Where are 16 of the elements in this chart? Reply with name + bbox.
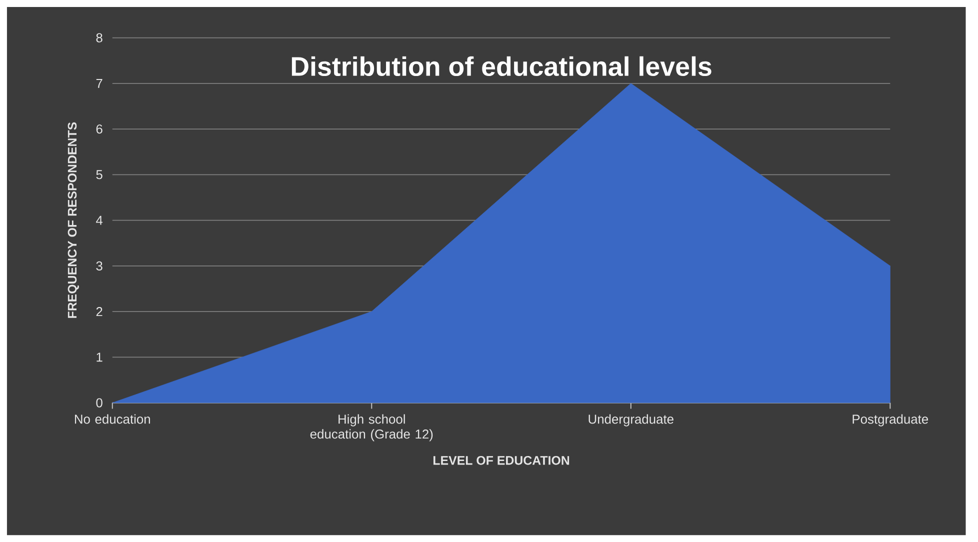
text: Distribution of educational levels <box>292 56 712 76</box>
x-tick-label: Undergraduate <box>588 414 674 426</box>
x-tick-label: Postgraduate <box>852 414 928 426</box>
y-tick-label: 1 <box>96 352 102 362</box>
y-tick-label: 5 <box>96 170 102 180</box>
y-tick-label: 2 <box>96 307 102 316</box>
x-tick-label: No education <box>74 414 150 424</box>
y-tick-label: 6 <box>96 124 102 134</box>
y-tick-label: 3 <box>96 261 102 270</box>
y-tick-label: 7 <box>96 78 102 88</box>
x-axis-title: LEVEL OF EDUCATION <box>433 456 570 465</box>
y-axis-title: FREQUENCY OF RESPONDENTS <box>68 122 79 318</box>
y-tick-label: 8 <box>96 33 102 42</box>
x-tick-label: High school education (Grade 12) <box>310 414 433 442</box>
y-tick-label: 0 <box>96 398 102 408</box>
y-tick-label: 4 <box>96 216 103 225</box>
